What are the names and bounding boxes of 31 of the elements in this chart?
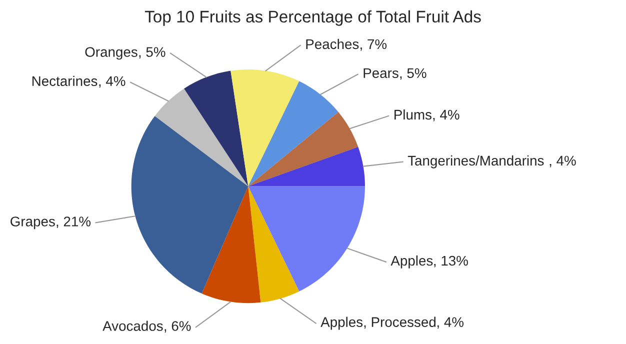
slice-label: Plums [394,109,432,120]
chart-title: Top 10 Fruits as Percentage of Total Fruit Ads [144,10,481,26]
slice-label: Peaches [306,38,359,50]
slice-label: Grapes [10,216,55,230]
data-label: , 4% [99,76,126,88]
pie-slice [184,70,248,186]
pie-slice [230,69,300,186]
pie-slice [248,186,365,292]
pie-slice [131,116,248,294]
data-label: , 7% [360,39,387,51]
slice-label: Nectarines [32,76,98,86]
data-label: , 5% [139,47,166,59]
data-label: , 4% [437,317,464,329]
slice-label: Tangerines/Mandarins [408,155,544,168]
data-label: , 21% [56,216,91,228]
slice-label: Apples, Processed [320,316,436,330]
slice-label: Oranges [85,47,138,60]
pie-slice [154,88,248,186]
slice-label: Pears [364,68,398,78]
pie-slice [248,186,300,302]
data-label: , 5% [400,68,426,80]
data-label: , 6% [164,321,191,333]
pie-slice [248,112,358,186]
data-label: , 13% [434,256,468,268]
pie-slice [248,146,365,186]
data-label: , 4% [550,156,576,168]
slice-label: Apples [390,255,433,268]
slice-label: Avocados [102,320,163,331]
pie-slice [248,81,338,186]
pie-slice [202,186,261,304]
data-label: , 4% [433,110,460,122]
